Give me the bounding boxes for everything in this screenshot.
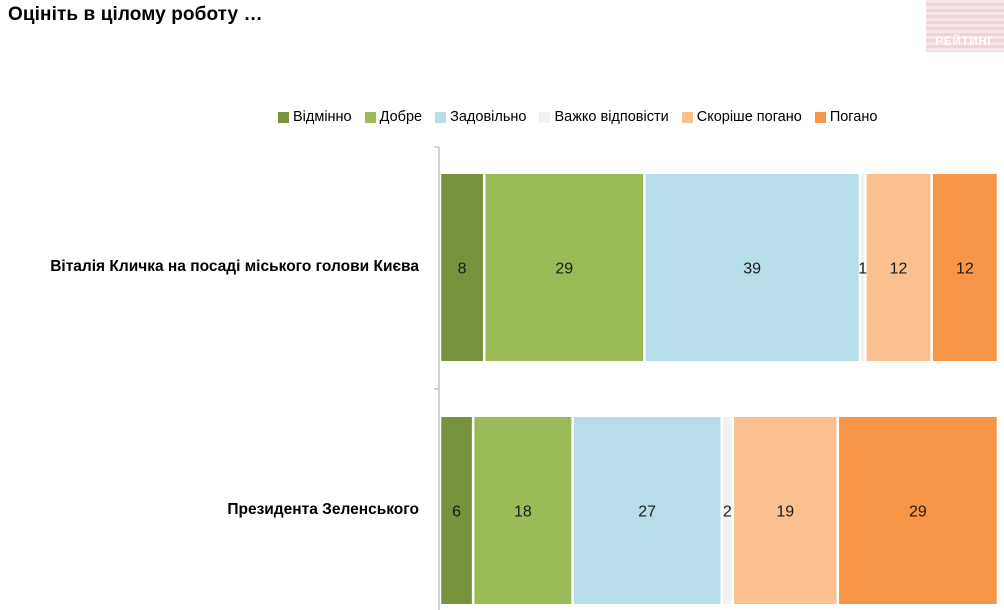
legend-item: Задовільно <box>435 109 526 125</box>
legend-swatch <box>814 111 826 123</box>
legend-item: Відмінно <box>278 109 352 125</box>
bar-segment <box>573 417 721 604</box>
data-label: 18 <box>514 504 532 521</box>
bar-segment <box>734 417 837 604</box>
legend-item: Погано <box>814 109 878 125</box>
chart-title: Оцініть в цілому роботу … <box>8 4 263 25</box>
legend-swatch <box>435 111 447 123</box>
bar-segment <box>861 174 865 361</box>
legend-label: Добре <box>379 109 423 125</box>
bar-segment <box>645 174 859 361</box>
logo-text: РЕЙТИНГ <box>935 34 995 48</box>
legend-swatch <box>681 111 693 123</box>
bar-segment <box>723 417 732 604</box>
rating-logo: РЕЙТИНГ <box>926 0 1004 52</box>
bar-segment <box>866 174 931 361</box>
data-label: 1 <box>858 261 867 278</box>
bar-segment <box>485 174 644 361</box>
data-label: 8 <box>458 261 467 278</box>
legend-item: Добре <box>364 109 423 125</box>
legend-label: Задовільно <box>450 109 527 125</box>
data-label: 12 <box>956 261 974 278</box>
legend-swatch <box>278 111 289 123</box>
legend-label: Важко відповісти <box>554 109 669 125</box>
legend-label: Погано <box>829 109 878 125</box>
data-label: 12 <box>890 261 908 278</box>
category-label: Віталія Кличка на посаді міського голови… <box>50 257 419 275</box>
legend-label: Скоріше погано <box>696 109 802 125</box>
legend-swatch <box>364 111 376 123</box>
data-label: 2 <box>723 504 732 521</box>
legend-item: Важко відповісти <box>539 109 669 125</box>
category-label: Президента Зеленського <box>227 500 419 518</box>
bar-segment <box>932 174 997 361</box>
legend: Відмінно Добре Задовільно Важко відповісти С… <box>278 108 890 126</box>
bar-segment <box>441 174 483 361</box>
data-label: 27 <box>638 504 656 521</box>
data-label: 19 <box>776 504 794 521</box>
data-label: 29 <box>555 261 573 278</box>
data-label: 6 <box>452 504 461 521</box>
data-label: 29 <box>909 504 927 521</box>
bar-segment <box>474 417 572 604</box>
bar-segment <box>441 417 472 604</box>
data-label: 39 <box>743 261 761 278</box>
legend-swatch <box>539 111 551 123</box>
legend-label: Відмінно <box>293 109 352 125</box>
bar-segment <box>839 417 997 604</box>
legend-item: Скоріше погано <box>681 109 802 125</box>
